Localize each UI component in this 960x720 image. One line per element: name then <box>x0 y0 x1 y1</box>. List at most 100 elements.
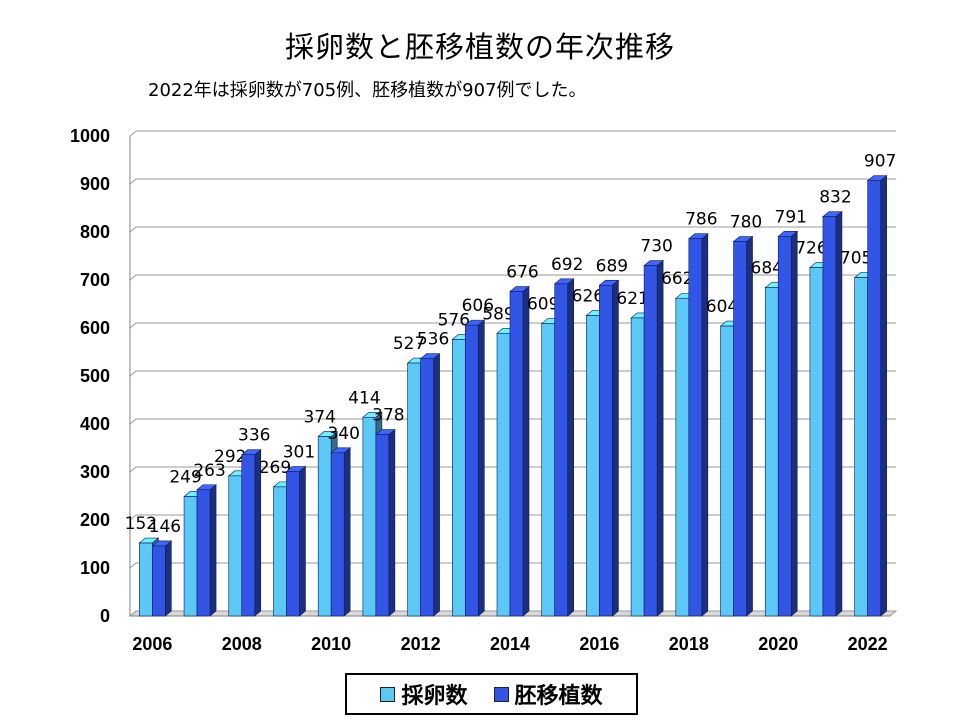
bar-series-2 <box>241 454 256 617</box>
bar-series-1 <box>183 496 198 617</box>
data-label: 621 <box>616 289 648 309</box>
x-tick-label: 2022 <box>848 634 888 654</box>
bar-series-1 <box>630 317 645 617</box>
data-label: 780 <box>730 213 762 233</box>
bar-side <box>656 259 664 617</box>
gridline-depth <box>129 466 137 473</box>
bar-side <box>209 484 217 617</box>
x-tick-label: 2012 <box>401 634 441 654</box>
bar-series-1 <box>228 475 243 617</box>
bar-side <box>522 285 530 617</box>
bar-series-2 <box>152 545 166 617</box>
bar-side <box>477 319 485 617</box>
bar-side <box>790 230 798 617</box>
data-label: 606 <box>462 296 494 316</box>
bar-series-1 <box>854 277 868 617</box>
bar-side <box>701 233 709 617</box>
x-tick-label: 2018 <box>669 634 709 654</box>
legend-swatch-series-2 <box>493 686 509 702</box>
data-label: 589 <box>482 304 514 324</box>
y-tick-label: 1000 <box>70 126 110 146</box>
legend-label-series-2: 胚移植数 <box>514 684 603 709</box>
gridline-depth <box>129 226 137 233</box>
bar-series-2 <box>420 358 434 617</box>
data-label: 676 <box>506 263 538 283</box>
legend-item-series-1: 採卵数 <box>380 678 468 710</box>
bar-series-1 <box>139 542 153 617</box>
bar-series-2 <box>196 489 211 617</box>
bar-side <box>299 465 306 617</box>
y-tick-label: 100 <box>80 558 110 578</box>
data-label: 301 <box>283 443 315 463</box>
y-tick-label: 700 <box>80 270 110 290</box>
y-tick-label: 200 <box>80 510 110 530</box>
bar-series-2 <box>777 236 792 617</box>
data-label: 832 <box>819 188 851 208</box>
bar-side <box>746 235 753 617</box>
bar-side <box>165 540 172 617</box>
bar-series-2 <box>375 434 390 617</box>
legend-label-series-1: 採卵数 <box>401 684 468 709</box>
bar-series-2 <box>688 238 703 617</box>
bar-series-1 <box>273 486 287 617</box>
bar-side <box>880 174 887 617</box>
data-label: 684 <box>751 259 783 279</box>
bar-side <box>835 210 843 617</box>
bar-series-1 <box>675 297 690 617</box>
bar-side <box>567 278 575 617</box>
bar-series-1 <box>764 287 779 617</box>
data-label: 689 <box>596 256 628 276</box>
bar-side <box>433 353 440 617</box>
gridline-depth <box>129 418 137 425</box>
bar-series-2 <box>867 180 881 617</box>
y-tick-label: 400 <box>80 414 110 434</box>
bar-series-1 <box>541 323 556 617</box>
chart-subtitle: 2022年は採卵数が705例、胚移植数が907例でした。 <box>148 80 587 101</box>
gridline-depth <box>129 562 137 569</box>
bar-series-2 <box>599 284 613 617</box>
data-label: 146 <box>149 517 181 537</box>
y-tick-label: 0 <box>100 606 110 626</box>
y-tick-label: 900 <box>80 174 110 194</box>
data-label: 152 <box>125 514 157 534</box>
bar-series-1 <box>586 315 600 617</box>
bar-side <box>343 447 351 617</box>
data-label: 269 <box>259 458 291 478</box>
bar-series-1 <box>720 325 734 617</box>
data-label: 336 <box>238 426 270 446</box>
x-tick-label: 2010 <box>311 634 351 654</box>
data-label: 786 <box>685 210 717 230</box>
bar-series-1 <box>809 267 824 617</box>
x-tick-label: 2006 <box>132 634 172 654</box>
data-label: 536 <box>417 330 449 350</box>
bar-series-1 <box>496 332 511 617</box>
data-label: 414 <box>348 388 380 408</box>
bar-series-2 <box>554 283 569 617</box>
chart-title: 採卵数と胚移植数の年次推移 <box>284 30 675 64</box>
bar-series-2 <box>822 216 837 617</box>
legend: 採卵数 胚移植数 <box>345 673 638 715</box>
gridline-depth <box>129 370 137 377</box>
bar-series-1 <box>317 436 332 617</box>
data-label: 609 <box>527 295 559 315</box>
data-label: 726 <box>795 239 827 259</box>
data-label: 263 <box>193 461 225 481</box>
data-label: 340 <box>327 424 359 444</box>
data-label: 626 <box>572 287 604 307</box>
x-tick-label: 2016 <box>579 634 619 654</box>
bar-series-2 <box>286 471 300 617</box>
data-label: 662 <box>661 269 693 289</box>
y-tick-label: 800 <box>80 222 110 242</box>
legend-item-series-2: 胚移植数 <box>493 678 603 710</box>
x-tick-label: 2014 <box>490 634 530 654</box>
data-label: 576 <box>438 311 470 331</box>
x-tick-label: 2020 <box>758 634 798 654</box>
bar-series-2 <box>643 265 658 617</box>
data-label: 249 <box>169 467 201 487</box>
bar-series-2 <box>509 291 524 617</box>
bar-series-1 <box>407 362 421 617</box>
x-tick-label: 2008 <box>222 634 262 654</box>
bar-series-2 <box>733 241 747 617</box>
y-tick-label: 300 <box>80 462 110 482</box>
data-label: 730 <box>640 237 672 257</box>
